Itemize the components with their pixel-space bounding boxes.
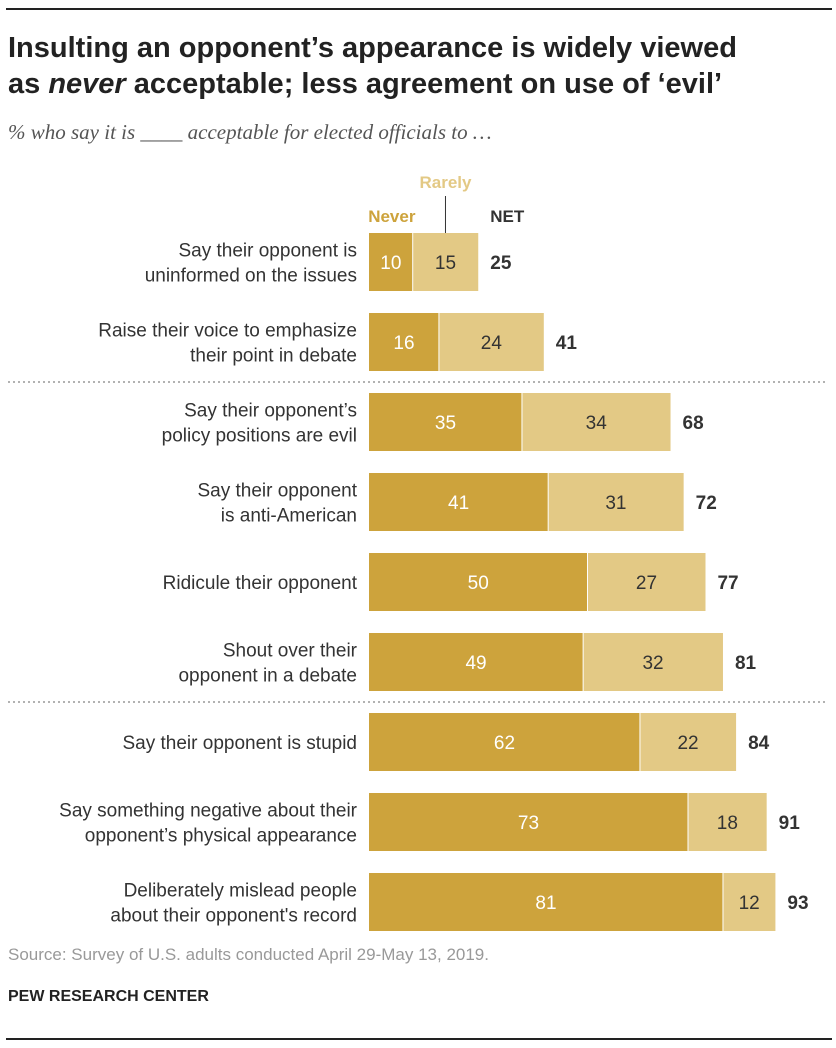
category-label: their point in debate <box>190 346 357 367</box>
category-label: Say their opponent is stupid <box>123 733 358 754</box>
value-label-net: 84 <box>748 733 770 754</box>
bar-never <box>369 873 723 931</box>
bottom-rule <box>6 1038 832 1040</box>
category-label: about their opponent's record <box>110 906 357 927</box>
category-label: Ridicule their opponent <box>163 573 358 594</box>
value-label-never: 10 <box>380 253 401 274</box>
organization-name: PEW RESEARCH CENTER <box>8 988 209 1005</box>
category-label: Deliberately mislead people <box>124 881 357 902</box>
category-label: Shout over their <box>223 641 358 662</box>
value-label-rarely: 24 <box>481 333 503 354</box>
value-label-rarely: 15 <box>435 253 456 274</box>
value-label-never: 73 <box>518 813 539 834</box>
value-label-net: 93 <box>787 893 808 914</box>
value-label-never: 62 <box>494 733 515 754</box>
value-label-net: 41 <box>556 333 578 354</box>
value-label-net: 81 <box>735 653 757 674</box>
value-label-net: 72 <box>696 493 717 514</box>
bar-never <box>369 633 584 691</box>
category-label: opponent’s physical appearance <box>85 826 357 847</box>
bar-rarely <box>438 313 544 371</box>
category-label: opponent in a debate <box>178 666 357 687</box>
bar-rarely <box>548 473 684 531</box>
category-label: uninformed on the issues <box>145 266 357 287</box>
bar-never <box>369 473 549 531</box>
top-rule <box>6 8 832 10</box>
bar-rarely <box>587 553 706 611</box>
category-label: is anti-American <box>221 506 357 527</box>
bar-rarely <box>521 393 671 451</box>
bar-never <box>369 553 588 611</box>
category-label: policy positions are evil <box>162 426 357 447</box>
title-line-1: Insulting an opponent’s appearance is wi… <box>8 32 737 64</box>
category-label: Say their opponent is <box>178 241 357 262</box>
bar-never <box>369 793 689 851</box>
bar-never <box>369 313 439 371</box>
legend-never-label: Never <box>368 207 416 226</box>
value-label-net: 25 <box>490 253 512 274</box>
title-line-2-end: acceptable; less agreement on use of ‘ev… <box>125 68 723 100</box>
bar-never <box>369 393 522 451</box>
value-label-never: 49 <box>465 653 486 674</box>
value-label-never: 81 <box>535 893 556 914</box>
value-label-never: 35 <box>435 413 456 434</box>
value-label-rarely: 34 <box>586 413 608 434</box>
value-label-rarely: 31 <box>605 493 626 514</box>
value-label-rarely: 22 <box>677 733 698 754</box>
category-label: Say their opponent’s <box>184 401 357 422</box>
bar-never <box>369 713 640 771</box>
chart-subtitle: % who say it is ____ acceptable for elec… <box>8 120 492 144</box>
bar-rarely <box>412 233 479 291</box>
value-label-rarely: 32 <box>642 653 663 674</box>
bar-never <box>369 233 413 291</box>
value-label-net: 77 <box>717 573 738 594</box>
legend-net-label: NET <box>490 207 525 226</box>
value-label-rarely: 27 <box>636 573 657 594</box>
bar-rarely <box>688 793 767 851</box>
bar-rarely <box>639 713 737 771</box>
chart-title: Insulting an opponent’s appearance is wi… <box>8 30 828 102</box>
category-label: Say their opponent <box>197 481 357 502</box>
value-label-net: 91 <box>779 813 801 834</box>
bar-rarely <box>722 873 776 931</box>
value-label-never: 50 <box>468 573 489 594</box>
bar-rarely <box>583 633 723 691</box>
value-label-never: 16 <box>393 333 414 354</box>
value-label-net: 68 <box>683 413 704 434</box>
legend-rarely-label: Rarely <box>419 173 472 192</box>
title-line-2: as never acceptable; less agreement on u… <box>8 66 828 102</box>
source-note: Source: Survey of U.S. adults conducted … <box>8 945 489 964</box>
title-line-2-start: as <box>8 68 49 100</box>
title-emphasis: never <box>48 68 126 100</box>
category-label: Raise their voice to emphasize <box>98 321 357 342</box>
value-label-rarely: 12 <box>739 893 760 914</box>
value-label-never: 41 <box>448 493 469 514</box>
value-label-rarely: 18 <box>717 813 738 834</box>
category-label: Say something negative about their <box>59 801 358 822</box>
